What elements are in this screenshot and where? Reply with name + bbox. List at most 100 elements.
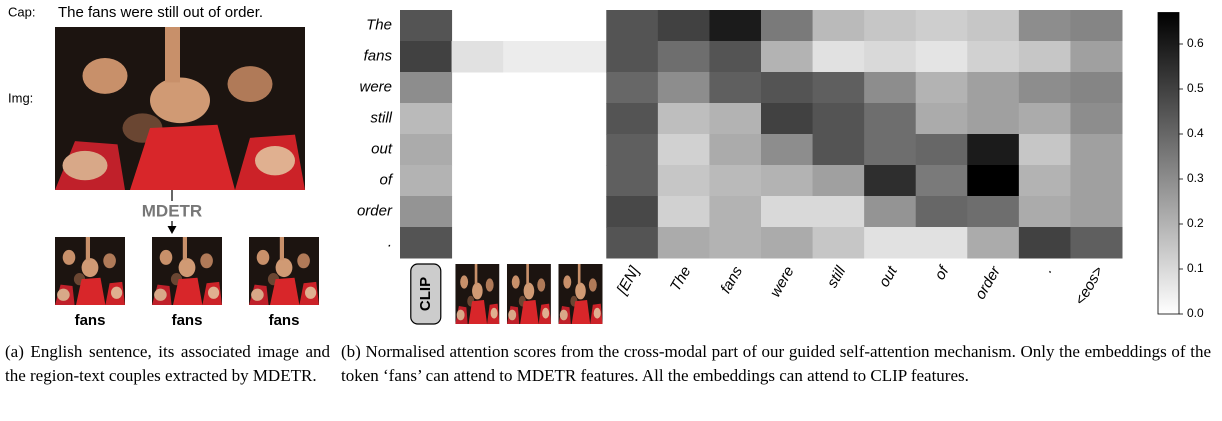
- heat-cell: [658, 72, 710, 104]
- colorbar-tick-label: 0.6: [1187, 36, 1204, 50]
- column-label: The: [667, 263, 695, 294]
- crop-label: fans: [75, 312, 106, 329]
- heat-cell: [813, 196, 865, 228]
- heat-cell: [555, 41, 607, 73]
- heat-cell: [967, 196, 1019, 228]
- heat-cell: [606, 103, 658, 135]
- column-label: order: [972, 263, 1005, 303]
- heat-cell: [864, 227, 916, 259]
- heat-cell: [400, 165, 452, 197]
- caption: The fans were still out of order.: [58, 4, 263, 21]
- heat-cell: [1019, 196, 1071, 228]
- heat-cell: [813, 103, 865, 135]
- heat-cell: [761, 227, 813, 259]
- heat-cell: [967, 41, 1019, 73]
- heat-cell: [709, 10, 761, 42]
- heat-cell: [1070, 103, 1122, 135]
- heat-cell: [864, 134, 916, 166]
- row-label: order: [357, 202, 393, 219]
- heat-cell: [1070, 196, 1122, 228]
- heat-cell: [1070, 227, 1122, 259]
- colorbar-tick-label: 0.1: [1187, 261, 1204, 275]
- heat-cell: [1019, 165, 1071, 197]
- heat-cell: [813, 165, 865, 197]
- caption-label: Cap:: [8, 4, 35, 19]
- heat-cell: [967, 72, 1019, 104]
- arrow-head: [168, 226, 177, 234]
- heat-cell: [916, 10, 968, 42]
- column-label: were: [767, 263, 798, 300]
- crop: [249, 237, 319, 305]
- heat-cell: [761, 103, 813, 135]
- heat-cell: [1019, 134, 1071, 166]
- row-label: .: [388, 233, 392, 250]
- heat-cell: [813, 134, 865, 166]
- heat-cell: [452, 41, 504, 73]
- column-label: fans: [717, 263, 746, 296]
- heat-cell: [916, 72, 968, 104]
- heat-cell: [761, 134, 813, 166]
- heat-cell: [916, 227, 968, 259]
- heat-cell: [761, 72, 813, 104]
- heat-cell: [1019, 103, 1071, 135]
- column-thumbnail: [455, 264, 499, 324]
- heat-cell: [658, 196, 710, 228]
- heat-cell: [916, 41, 968, 73]
- subcaption-b: (b) Normalised attention scores from the…: [341, 340, 1211, 388]
- crop-label: fans: [172, 312, 203, 329]
- column-label: still: [824, 263, 850, 291]
- heat-cell: [864, 165, 916, 197]
- heat-cell: [400, 103, 452, 135]
- heat-cell: [1019, 72, 1071, 104]
- heat-cell: [967, 10, 1019, 42]
- heat-cell: [813, 10, 865, 42]
- crop-label: fans: [269, 312, 300, 329]
- heat-cell: [400, 72, 452, 104]
- heat-cell: [916, 196, 968, 228]
- heat-cell: [864, 103, 916, 135]
- heat-cell: [606, 72, 658, 104]
- row-label: were: [359, 78, 392, 95]
- heat-cell: [606, 227, 658, 259]
- crop: [55, 237, 125, 305]
- row-label: of: [379, 171, 393, 188]
- heat-cell: [916, 103, 968, 135]
- heat-cell: [761, 41, 813, 73]
- heat-cell: [400, 134, 452, 166]
- colorbar-tick-label: 0.5: [1187, 81, 1204, 95]
- heat-cell: [1070, 72, 1122, 104]
- heat-cell: [606, 10, 658, 42]
- crop: [152, 237, 222, 305]
- heat-cell: [1070, 165, 1122, 197]
- heat-cell: [864, 10, 916, 42]
- heat-cell: [709, 196, 761, 228]
- heat-cell: [400, 10, 452, 42]
- heat-cell: [864, 196, 916, 228]
- heat-cell: [1019, 10, 1071, 42]
- heat-cell: [813, 41, 865, 73]
- heat-cell: [709, 227, 761, 259]
- heat-cell: [658, 165, 710, 197]
- colorbar: [1158, 13, 1179, 315]
- heat-cell: [658, 134, 710, 166]
- heat-cell: [400, 227, 452, 259]
- heat-cell: [606, 165, 658, 197]
- heat-cell: [400, 196, 452, 228]
- heat-cell: [658, 227, 710, 259]
- heat-cell: [864, 72, 916, 104]
- row-label: fans: [364, 47, 393, 64]
- heat-cell: [658, 41, 710, 73]
- row-label: out: [371, 140, 393, 157]
- row-label: The: [366, 16, 392, 33]
- column-label: CLIP: [417, 277, 434, 311]
- heat-cell: [658, 10, 710, 42]
- subcaption-a: (a) English sentence, its associated ima…: [5, 340, 330, 388]
- heat-cell: [864, 41, 916, 73]
- column-label: of: [931, 262, 953, 283]
- heat-cell: [709, 103, 761, 135]
- heat-cell: [967, 227, 1019, 259]
- column-thumbnail: [507, 264, 551, 324]
- heat-cell: [916, 165, 968, 197]
- column-label: [EN]: [613, 263, 643, 298]
- heat-cell: [503, 41, 555, 73]
